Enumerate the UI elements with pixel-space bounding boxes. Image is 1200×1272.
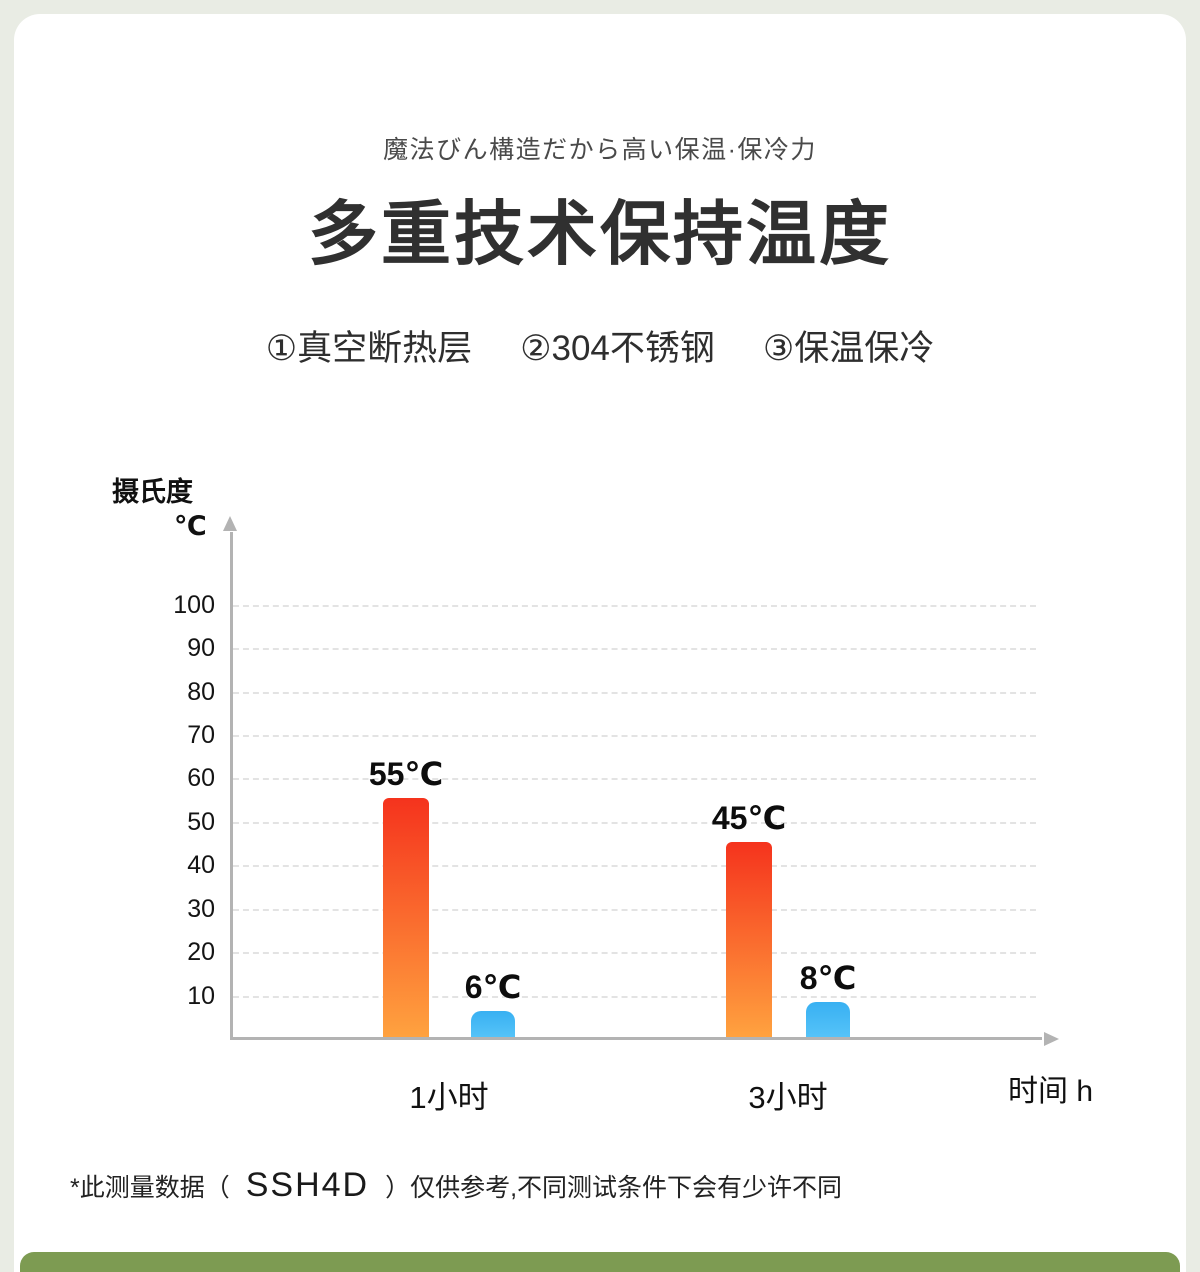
y-tick-label: 60 bbox=[187, 764, 215, 793]
bar-cold-1小时 bbox=[471, 1011, 515, 1037]
y-tick-label: 80 bbox=[187, 677, 215, 706]
feature-item-vacuum: ①真空断热层 bbox=[265, 329, 473, 368]
y-tick-label: 70 bbox=[187, 721, 215, 750]
y-axis-title: 摄氏度 bbox=[112, 477, 193, 507]
x-axis-arrow-icon bbox=[1044, 1032, 1059, 1046]
bar-label-hot-1小时: 55℃ bbox=[368, 756, 444, 793]
content-card bbox=[14, 14, 1186, 1272]
bar-label-cold-3小时: 8℃ bbox=[799, 960, 857, 997]
x-category-label: 1小时 bbox=[409, 1080, 489, 1115]
feature-item-keep: ③保温保冷 bbox=[762, 329, 935, 368]
y-gridline bbox=[233, 735, 1036, 738]
subtitle: 魔法びん構造だから高い保温·保冷力 bbox=[383, 136, 817, 164]
y-gridline bbox=[233, 952, 1036, 955]
footnote-prefix: *此测量数据（ bbox=[70, 1173, 230, 1202]
x-category-label: 3小时 bbox=[748, 1080, 828, 1115]
bar-label-hot-3小时: 45℃ bbox=[711, 799, 787, 836]
bar-hot-1小时 bbox=[383, 798, 429, 1037]
temperature-chart-plot: 100 90 80 70 60 50 40 30 20 10 55℃ 6℃ 1小时 45℃ 8℃ 3小时 bbox=[173, 516, 1059, 1115]
y-axis-unit: ℃ bbox=[174, 511, 207, 541]
y-tick-label: 10 bbox=[187, 981, 215, 1010]
footnote-suffix: ）仅供参考,不同测试条件下会有少许不同 bbox=[385, 1173, 843, 1202]
model-number: SSH4D bbox=[245, 1166, 370, 1204]
footnote: *此测量数据（ SSH4D ）仅供参考,不同测试条件下会有少许不同 bbox=[70, 1166, 842, 1205]
y-gridline bbox=[233, 691, 1036, 694]
y-tick-label: 100 bbox=[173, 590, 215, 619]
y-gridline bbox=[233, 865, 1036, 868]
y-gridline bbox=[233, 995, 1036, 998]
y-tick-label: 40 bbox=[187, 851, 215, 880]
x-axis-label: 时间 h bbox=[1008, 1075, 1094, 1108]
y-gridline bbox=[233, 778, 1036, 781]
bar-cold-3小时 bbox=[806, 1002, 850, 1037]
next-section-strip bbox=[20, 1252, 1180, 1272]
y-tick-label: 30 bbox=[187, 894, 215, 923]
y-axis-arrow-icon bbox=[223, 516, 237, 531]
feature-list: ①真空断热层 ②304不锈钢 ③保温保冷 bbox=[0, 320, 1200, 371]
y-gridline bbox=[233, 648, 1036, 651]
bar-hot-3小时 bbox=[726, 842, 772, 1037]
y-gridline bbox=[233, 604, 1036, 607]
y-gridline bbox=[233, 821, 1036, 824]
y-tick-label: 20 bbox=[187, 938, 215, 967]
bar-label-cold-1小时: 6℃ bbox=[464, 968, 522, 1005]
feature-item-steel: ②304不锈钢 bbox=[520, 329, 715, 368]
y-gridline bbox=[233, 908, 1036, 911]
y-tick-label: 90 bbox=[187, 634, 215, 663]
page-title: 多重技术保持温度 bbox=[308, 195, 892, 273]
y-tick-label: 50 bbox=[187, 807, 215, 836]
